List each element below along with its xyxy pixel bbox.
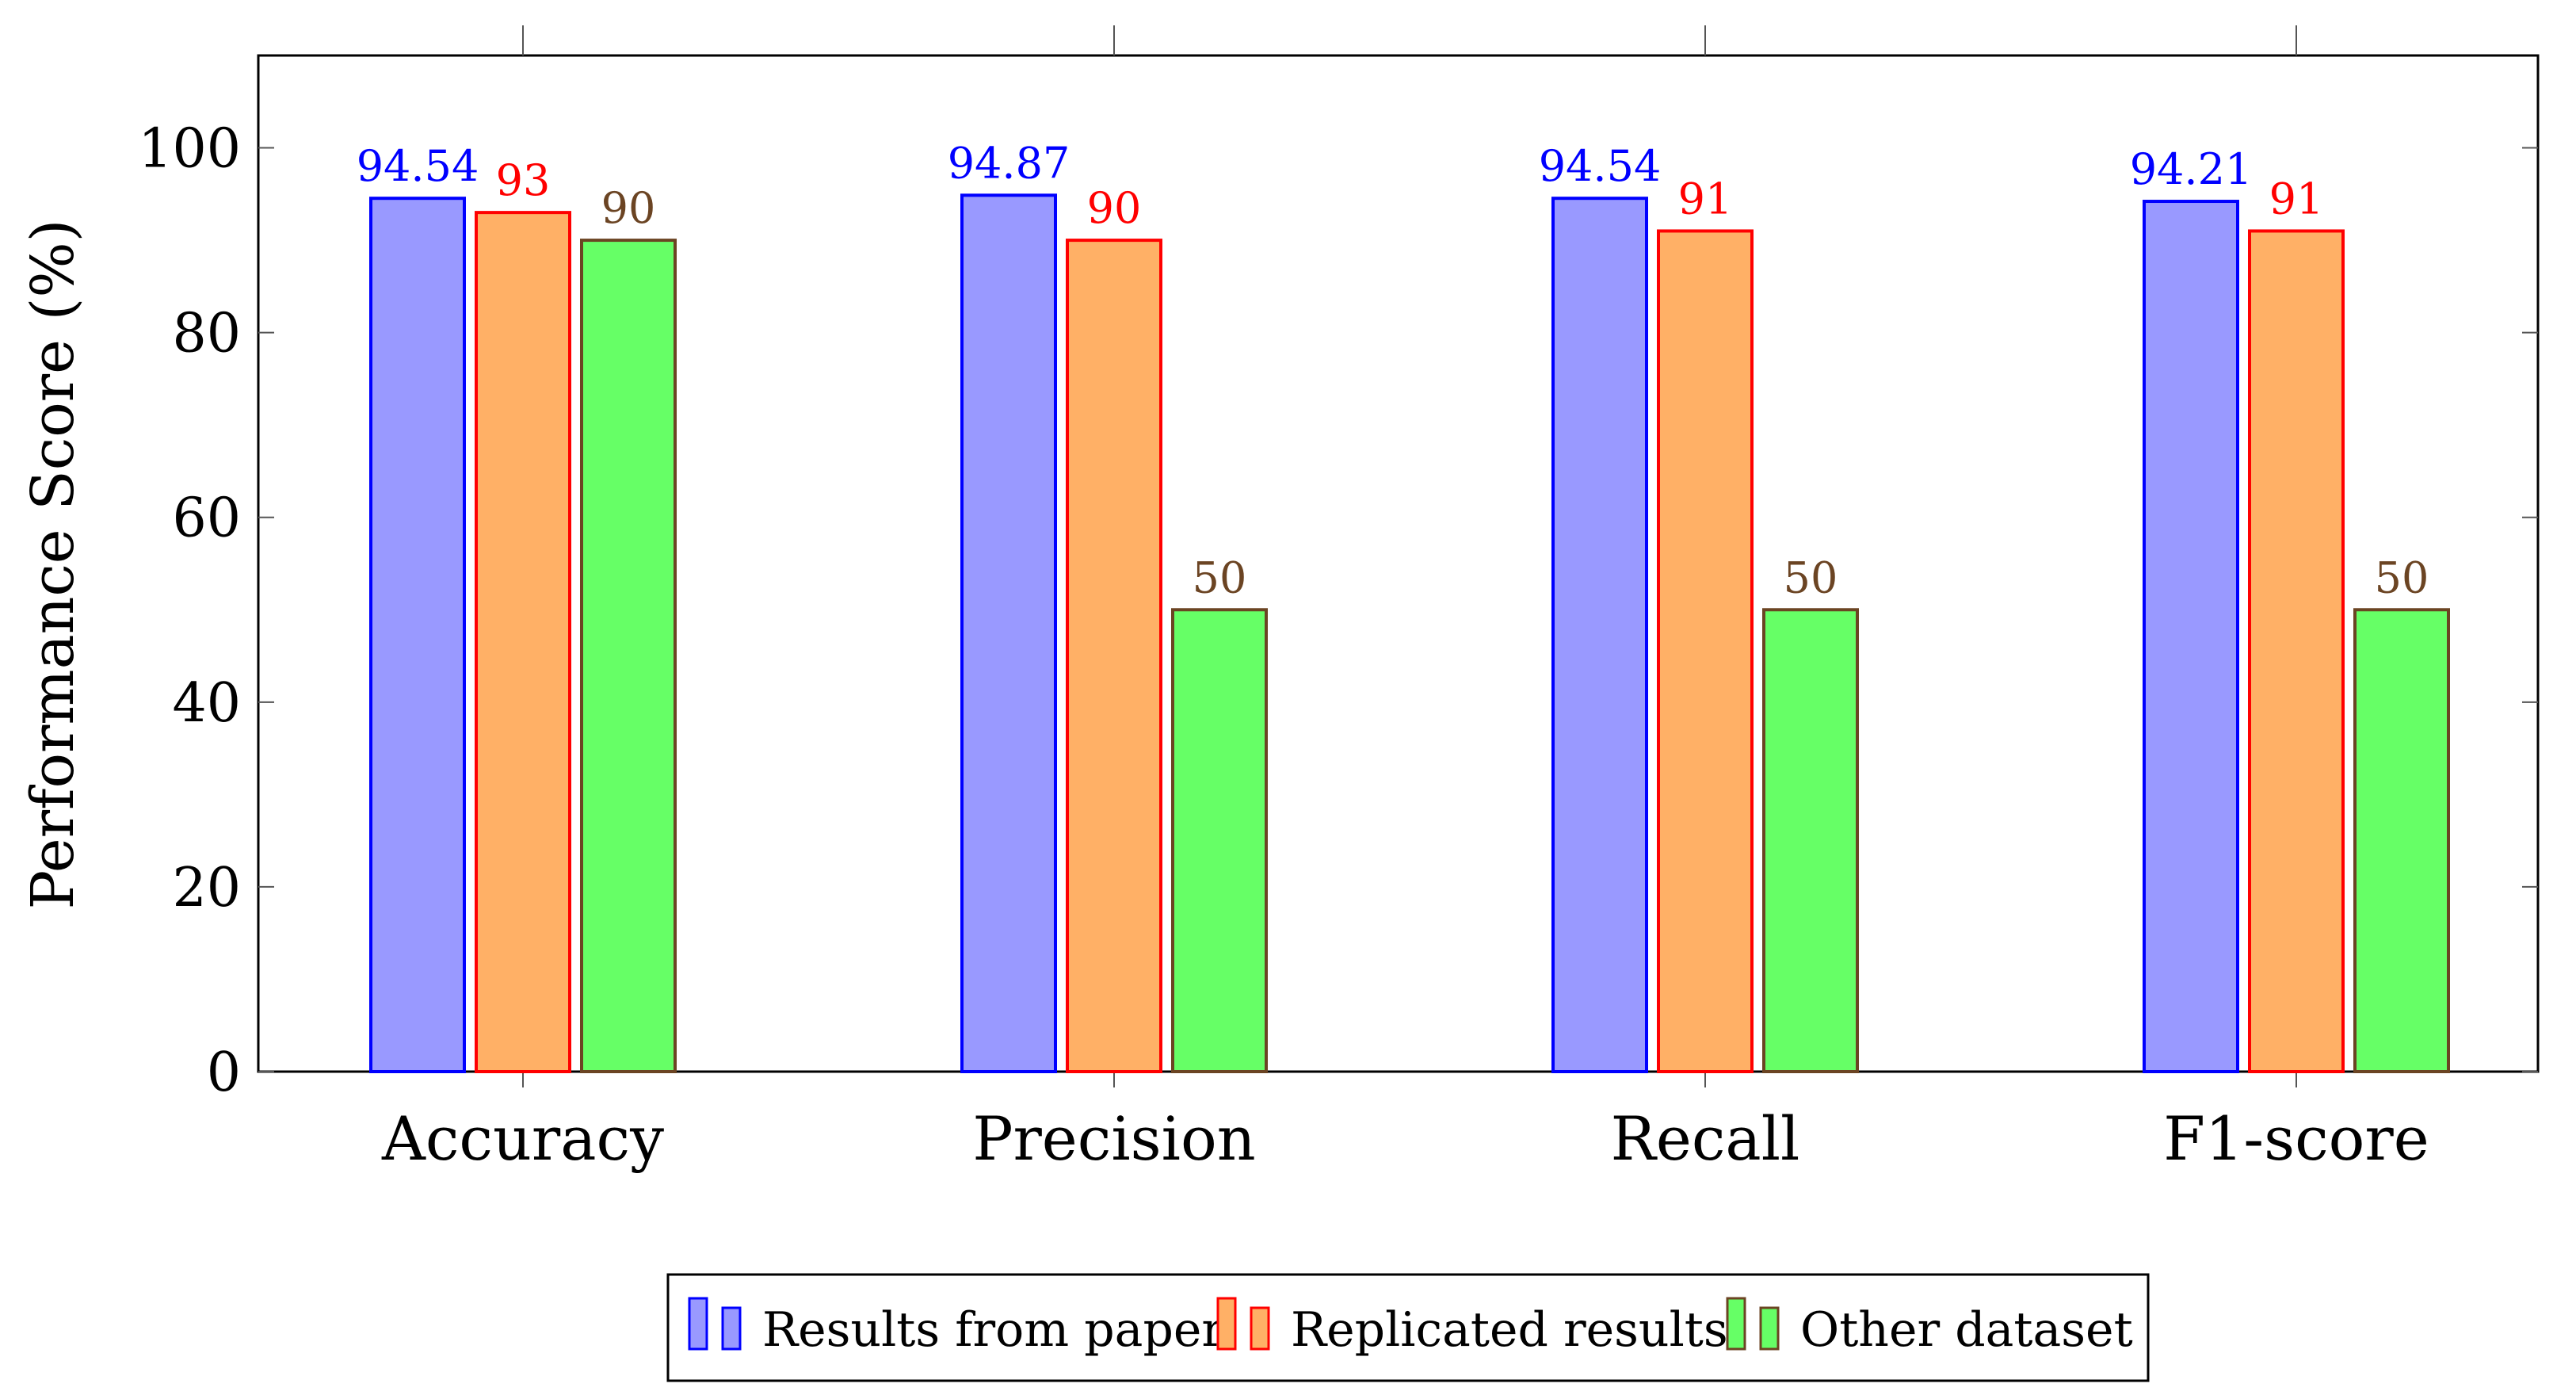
legend-swatch <box>688 1297 708 1351</box>
bar <box>2143 200 2239 1073</box>
data-label: 50 <box>1193 552 1247 602</box>
bar <box>369 197 466 1073</box>
data-label: 91 <box>2269 174 2324 224</box>
bar <box>580 239 677 1073</box>
legend-swatch <box>1759 1306 1780 1351</box>
y-tick-label: 100 <box>138 118 241 181</box>
data-label: 50 <box>1784 552 1838 602</box>
data-label: 94.54 <box>1539 141 1662 191</box>
legend-label: Replicated results <box>1291 1302 1728 1358</box>
data-label: 90 <box>1087 183 1142 233</box>
axis-frame <box>257 54 2540 1073</box>
x-category-label: Precision <box>972 1103 1255 1174</box>
data-label: 94.87 <box>948 138 1070 188</box>
legend-swatch <box>1250 1306 1270 1351</box>
legend-entry: Other dataset <box>1726 1297 2133 1358</box>
data-label: 94.21 <box>2130 144 2253 194</box>
y-tick-label: 0 <box>207 1041 241 1104</box>
legend-swatch <box>1726 1297 1746 1351</box>
bar <box>2248 229 2345 1073</box>
data-label: 91 <box>1678 174 1733 224</box>
legend-swatch <box>721 1306 742 1351</box>
legend-entry: Replicated results <box>1216 1297 1728 1358</box>
data-label: 94.54 <box>357 141 479 191</box>
bar <box>1066 239 1162 1073</box>
y-tick-label: 80 <box>172 303 241 365</box>
data-label: 50 <box>2375 552 2429 602</box>
legend-swatch <box>1216 1297 1237 1351</box>
x-category-label: Accuracy <box>381 1103 664 1174</box>
y-tick-label: 40 <box>172 672 241 735</box>
y-axis-label: Performance Score (%) <box>19 219 87 909</box>
x-category-label: F1-score <box>2163 1103 2429 1174</box>
data-label: 90 <box>601 183 656 233</box>
legend: Results from paper Replicated results Othe… <box>666 1273 2150 1382</box>
legend-label: Results from paper <box>762 1302 1224 1358</box>
plot-area: 0 20 40 60 80 100 Accuracy 94.54 93 90 Precision 94… <box>138 25 2540 1174</box>
y-tick-label: 20 <box>172 857 241 919</box>
data-label: 93 <box>496 155 551 205</box>
legend-box <box>666 1273 2150 1382</box>
bar <box>475 211 571 1073</box>
bar <box>1171 608 1268 1073</box>
bar <box>1551 197 1648 1073</box>
x-category-label: Recall <box>1611 1103 1800 1174</box>
bar <box>1657 229 1754 1073</box>
bar <box>2353 608 2450 1073</box>
legend-label: Other dataset <box>1800 1302 2133 1358</box>
bar <box>1762 608 1859 1073</box>
y-tick-label: 60 <box>172 487 241 550</box>
legend-entry: Results from paper <box>688 1297 1224 1358</box>
bar <box>960 193 1057 1074</box>
